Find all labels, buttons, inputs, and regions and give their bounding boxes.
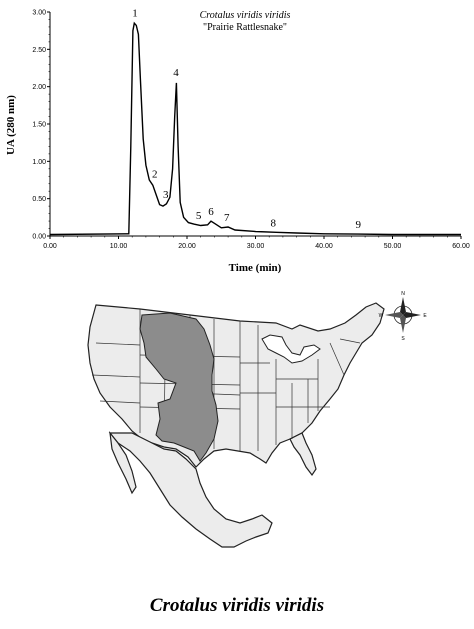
great-lakes xyxy=(261,334,321,364)
x-tick-label: 30.00 xyxy=(247,243,265,250)
x-tick-label: 0.00 xyxy=(43,243,57,250)
peak-label-1: 1 xyxy=(132,7,138,19)
species-range xyxy=(139,312,219,462)
y-axis-title: UA (280 nm) xyxy=(5,95,17,155)
y-tick-label: 1.50 xyxy=(32,122,46,129)
compass-s: S xyxy=(401,336,405,342)
chromatogram-chart: 0.00 0.50 1.00 1.50 2.00 2.50 3.00 0.00 10.00 20.… xyxy=(5,7,470,274)
y-tick-label: 1.00 xyxy=(32,159,46,166)
florida xyxy=(289,432,317,477)
peak-label-9: 9 xyxy=(356,219,362,231)
x-axis-title: Time (min) xyxy=(229,262,282,274)
chart-axes xyxy=(49,12,461,237)
peak-label-7: 7 xyxy=(224,212,230,224)
y-tick-label: 2.00 xyxy=(32,84,46,91)
chart-title: Crotalus viridis viridis xyxy=(200,10,291,21)
peak-label-8: 8 xyxy=(271,217,277,229)
x-tick-label: 40.00 xyxy=(315,243,333,250)
chromatogram-trace xyxy=(49,21,461,236)
mexico-landmass xyxy=(108,432,273,548)
x-tick-label: 10.00 xyxy=(110,243,128,250)
baja-california xyxy=(109,430,137,495)
peak-label-3: 3 xyxy=(163,189,169,201)
species-caption: Crotalus viridis viridis xyxy=(149,595,325,616)
peak-label-2: 2 xyxy=(152,169,158,181)
compass-w: W xyxy=(379,313,384,319)
compass-n: N xyxy=(401,291,405,297)
distribution-map: N E S W xyxy=(87,291,428,548)
peak-label-4: 4 xyxy=(173,67,179,79)
y-tick-label: 0.00 xyxy=(32,234,46,241)
compass-e: E xyxy=(423,313,427,319)
peak-label-6: 6 xyxy=(208,206,214,218)
chart-ticks: 0.00 0.50 1.00 1.50 2.00 2.50 3.00 0.00 10.00 20.… xyxy=(32,10,469,251)
y-tick-label: 3.00 xyxy=(32,10,46,17)
compass-rose-icon: N E S W xyxy=(379,291,428,342)
x-tick-label: 50.00 xyxy=(384,243,402,250)
peak-label-5: 5 xyxy=(196,210,202,222)
chart-subtitle: "Prairie Rattlesnake" xyxy=(203,22,287,33)
peak-labels: 1 23 4 5 6 7 8 9 xyxy=(132,7,361,231)
x-tick-label: 60.00 xyxy=(452,243,470,250)
y-tick-label: 2.50 xyxy=(32,47,46,54)
x-tick-label: 20.00 xyxy=(178,243,196,250)
y-tick-label: 0.50 xyxy=(32,196,46,203)
